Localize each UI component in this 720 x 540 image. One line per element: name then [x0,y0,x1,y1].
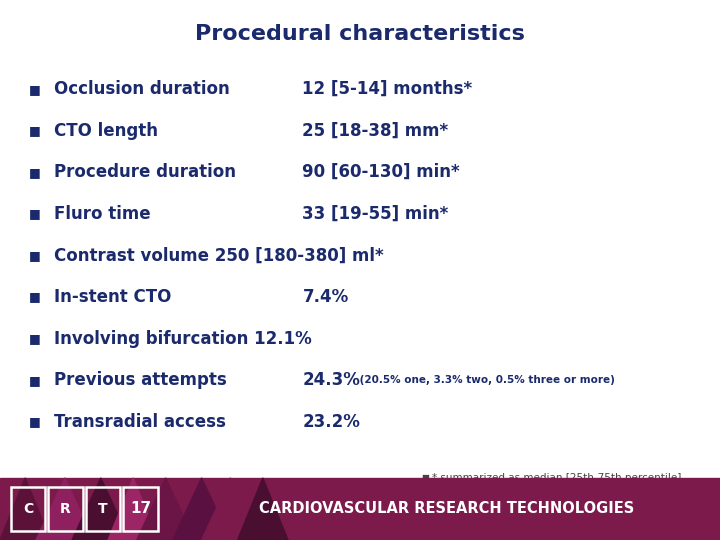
Text: * summarized as median [25th-75th percentile]: * summarized as median [25th-75th percen… [432,473,681,483]
Text: ■: ■ [29,166,40,179]
Text: ■: ■ [29,332,40,345]
Text: Procedure duration: Procedure duration [54,163,236,181]
Bar [0,478,720,540]
Text: (20.5% one, 3.3% two, 0.5% three or more): (20.5% one, 3.3% two, 0.5% three or more… [356,375,616,385]
Polygon shape [202,478,259,540]
Polygon shape [173,478,230,540]
Polygon shape [0,478,50,540]
Text: Involving bifurcation 12.1%: Involving bifurcation 12.1% [54,329,312,348]
Text: 23.2%: 23.2% [302,413,360,431]
Text: Contrast volume 250 [180-380] ml*: Contrast volume 250 [180-380] ml* [54,246,384,265]
Bar [123,487,158,531]
Text: 25 [18-38] mm*: 25 [18-38] mm* [302,122,449,140]
Text: 33 [19-55] min*: 33 [19-55] min* [302,205,449,223]
Polygon shape [72,478,130,540]
Text: ■: ■ [29,83,40,96]
Text: 24.3%: 24.3% [302,371,360,389]
Text: ■: ■ [29,124,40,137]
Polygon shape [238,478,288,540]
Text: ■: ■ [29,374,40,387]
Bar [48,487,83,531]
Text: ■: ■ [29,249,40,262]
Text: Occlusion duration: Occlusion duration [54,80,230,98]
Text: T: T [98,502,108,516]
Text: R: R [60,502,71,516]
Text: ■: ■ [29,207,40,220]
Text: 12 [5-14] months*: 12 [5-14] months* [302,80,472,98]
Text: 7.4%: 7.4% [302,288,348,306]
Polygon shape [36,478,94,540]
Text: Procedural characteristics: Procedural characteristics [195,24,525,44]
Text: Fluro time: Fluro time [54,205,150,223]
Text: ■: ■ [421,474,429,482]
Text: 90 [60-130] min*: 90 [60-130] min* [302,163,460,181]
Text: ■: ■ [29,415,40,428]
Text: Transradial access: Transradial access [54,413,226,431]
Text: C: C [23,502,33,516]
Bar [86,487,120,531]
Bar [11,487,45,531]
Text: ■: ■ [29,291,40,303]
Polygon shape [108,478,158,540]
Text: 17: 17 [130,502,151,516]
Polygon shape [137,478,194,540]
Text: In-stent CTO: In-stent CTO [54,288,171,306]
Text: Previous attempts: Previous attempts [54,371,227,389]
Text: CTO length: CTO length [54,122,158,140]
Text: CARDIOVASCULAR RESEARCH TECHNOLOGIES: CARDIOVASCULAR RESEARCH TECHNOLOGIES [259,502,634,516]
